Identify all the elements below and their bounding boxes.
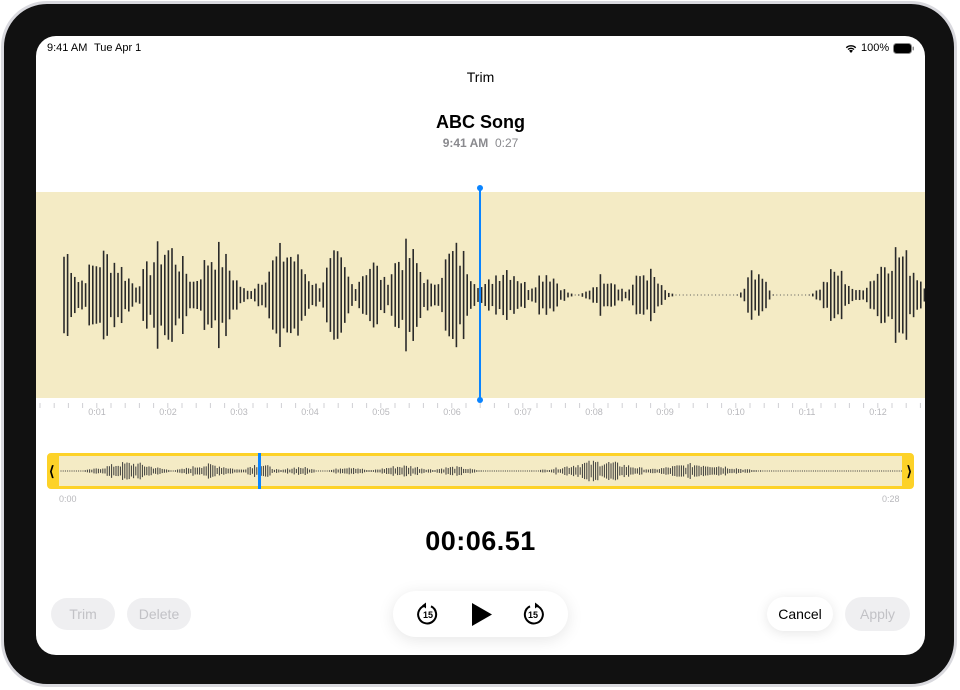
waveform bbox=[63, 238, 925, 352]
overview-playhead[interactable] bbox=[258, 453, 261, 489]
trim-button[interactable]: Trim bbox=[51, 598, 115, 630]
skip-forward-icon: 15 bbox=[523, 602, 544, 625]
tick-label: 0:06 bbox=[443, 407, 461, 417]
playback-controls: 15 15 bbox=[393, 591, 568, 637]
status-time: 9:41 AM bbox=[47, 42, 88, 54]
tick-label: 0:11 bbox=[798, 407, 816, 417]
tick-label: 0:07 bbox=[514, 407, 532, 417]
current-time: 00:06.51 bbox=[425, 526, 536, 556]
page-title: Trim bbox=[466, 69, 495, 85]
playhead[interactable] bbox=[477, 185, 483, 403]
recording-time: 9:41 AM bbox=[442, 136, 489, 150]
battery-percent: 100% bbox=[861, 42, 890, 54]
tick-label: 0:08 bbox=[585, 407, 603, 417]
tick-label: 0:10 bbox=[727, 407, 745, 417]
overview-waveform bbox=[60, 460, 902, 482]
trim-end-handle[interactable]: ⟩ bbox=[906, 463, 912, 479]
skip-back-icon: 15 bbox=[417, 602, 438, 625]
tick-label: 0:02 bbox=[159, 407, 177, 417]
apply-button[interactable]: Apply bbox=[845, 597, 910, 631]
battery-icon bbox=[893, 43, 914, 54]
tick-label: 0:09 bbox=[656, 407, 674, 417]
skip-back-button[interactable]: 15 bbox=[416, 602, 440, 626]
svg-text:15: 15 bbox=[528, 610, 538, 620]
tick-label: 0:03 bbox=[230, 407, 248, 417]
tick-label: 0:01 bbox=[88, 407, 106, 417]
tick-marks bbox=[39, 403, 921, 408]
trim-overview[interactable]: ⟨ ⟩ bbox=[47, 453, 914, 489]
recording-name[interactable]: ABC Song bbox=[436, 112, 525, 132]
trim-start-label: 0:00 bbox=[59, 494, 77, 504]
timeline-ruler: 0:01 0:02 0:03 0:04 0:05 0:06 0:07 0:08 0:09 0:10… bbox=[36, 398, 925, 428]
trim-end-label: 0:28 bbox=[882, 494, 900, 504]
tick-label: 0:04 bbox=[301, 407, 319, 417]
tick-label: 0:12 bbox=[869, 407, 887, 417]
play-icon bbox=[472, 603, 492, 626]
status-date: Tue Apr 1 bbox=[94, 42, 142, 54]
delete-button[interactable]: Delete bbox=[127, 598, 191, 630]
svg-text:15: 15 bbox=[423, 610, 433, 620]
play-button[interactable] bbox=[471, 602, 493, 632]
screen: 9:41 AM Tue Apr 1 100% Trim ABC Song 9:4… bbox=[36, 36, 925, 655]
cancel-button[interactable]: Cancel bbox=[767, 597, 833, 631]
trim-start-handle[interactable]: ⟨ bbox=[49, 463, 55, 479]
skip-forward-button[interactable]: 15 bbox=[521, 602, 545, 626]
recording-meta: 9:41 AM 0:27 bbox=[36, 136, 925, 150]
wifi-icon bbox=[845, 45, 857, 53]
tick-label: 0:05 bbox=[372, 407, 390, 417]
recording-duration: 0:27 bbox=[494, 136, 519, 150]
